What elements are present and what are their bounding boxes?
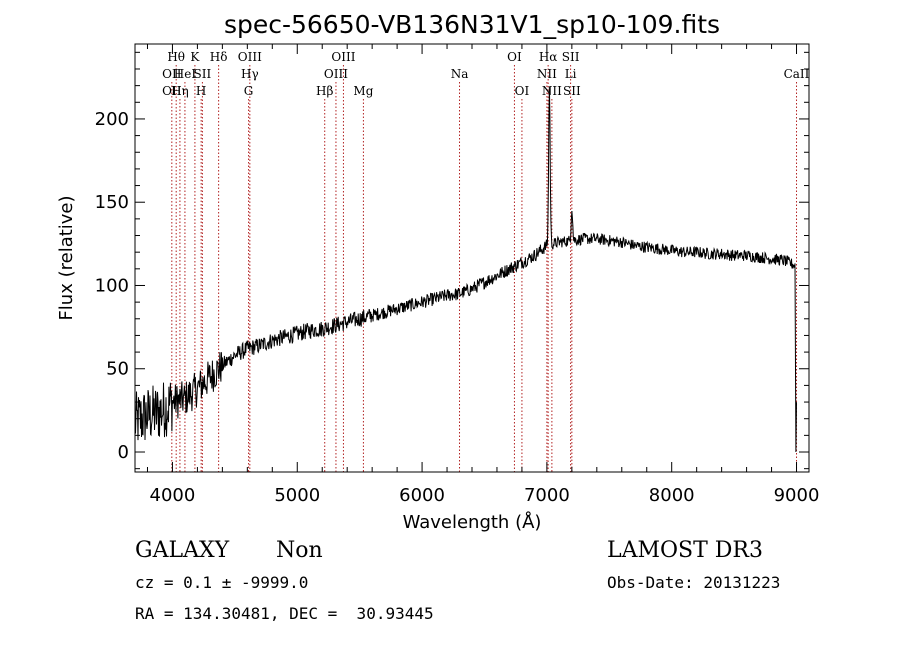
object-subclass: Non <box>276 538 323 563</box>
x-axis: 4000 5000 6000 7000 8000 9000 <box>146 44 820 506</box>
spectral-line-label: G <box>244 84 254 98</box>
spectral-line-label: OIII <box>324 67 348 81</box>
spectral-line-label: SII <box>194 67 212 81</box>
spectral-line-label: OIII <box>238 50 262 64</box>
plot-frame <box>134 43 810 473</box>
chart-title: spec-56650-VB136N31V1_sp10-109.fits <box>224 10 720 39</box>
spectral-line-label: OII <box>162 84 182 98</box>
spectral-line-label: OIII <box>331 50 355 64</box>
spectral-line-label: CaII <box>784 67 810 81</box>
x-tick-label: 9000 <box>774 485 820 506</box>
survey-name: LAMOST DR3 <box>607 538 763 563</box>
spectral-line-label: Hδ <box>210 50 228 64</box>
spectral-line-label: NII <box>537 67 557 81</box>
spectral-line-label: K <box>190 50 200 64</box>
sky-coordinates: RA = 134.30481, DEC = 30.93445 <box>135 604 434 623</box>
y-tick-label: 100 <box>95 275 129 296</box>
spectral-line-label: NII <box>542 84 562 98</box>
spectral-line-label: Hθ <box>167 50 185 64</box>
spectral-line-label: Hη <box>171 84 189 98</box>
spectral-line-label: OI <box>507 50 522 64</box>
spectral-line-label: Li <box>565 67 577 81</box>
spectral-line-labels: OII OII Hθ Hη HeI K H SII Hδ OIII Hγ G Hβ OIII OIII Mg N… <box>162 50 810 98</box>
y-tick-label: 0 <box>118 442 129 463</box>
spectral-line-label: OI <box>515 84 530 98</box>
spectral-line-label: H <box>196 84 206 98</box>
x-tick-label: 5000 <box>274 485 320 506</box>
y-tick-label: 50 <box>106 359 129 380</box>
spectral-line-markers <box>171 65 798 472</box>
y-tick-label: 200 <box>95 109 129 130</box>
x-axis-label: Wavelength (Å) <box>403 511 542 533</box>
y-tick-label: 150 <box>95 192 129 213</box>
x-tick-label: 6000 <box>399 485 445 506</box>
y-axis-label: Flux (relative) <box>56 195 77 320</box>
spectral-line-label: Hα <box>539 50 558 64</box>
spectral-line-label: SII <box>563 84 581 98</box>
spectral-line-label: SII <box>562 50 580 64</box>
redshift-value: cz = 0.1 ± -9999.0 <box>135 573 309 592</box>
x-tick-label: 4000 <box>150 485 196 506</box>
spectral-line-label: HeI <box>174 67 197 81</box>
spectral-line-label: Mg <box>353 84 373 98</box>
spectral-line-label: Hγ <box>241 67 259 81</box>
x-tick-label: 7000 <box>524 485 570 506</box>
object-class: GALAXY <box>135 538 230 563</box>
spectral-line-label: OII <box>162 67 182 81</box>
spectral-line-label: Na <box>451 67 469 81</box>
y-axis: 0 50 100 150 200 <box>95 51 809 470</box>
spectral-line-label: Hβ <box>316 84 333 98</box>
observation-date: Obs-Date: 20131223 <box>607 573 781 592</box>
spectrum-trace <box>134 86 797 453</box>
x-tick-label: 8000 <box>649 485 695 506</box>
